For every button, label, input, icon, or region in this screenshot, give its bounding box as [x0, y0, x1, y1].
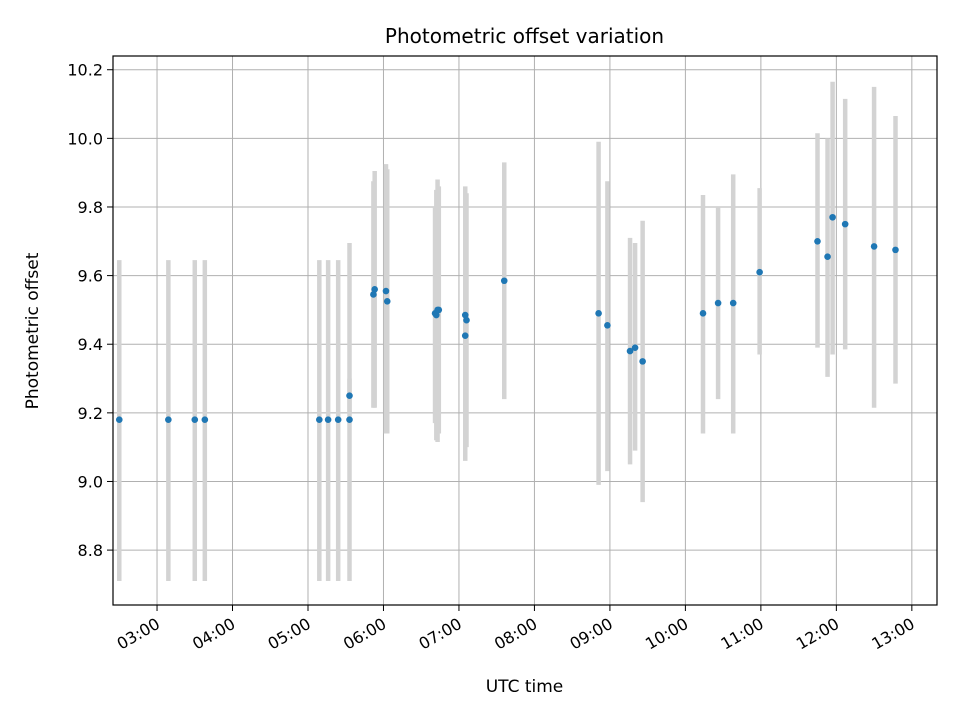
data-point [626, 347, 634, 355]
data-point [191, 416, 199, 424]
x-tick-label: 06:00 [340, 614, 389, 654]
data-point [756, 268, 763, 276]
y-axis-label: Photometric offset [23, 252, 43, 409]
y-tick-label: 10.0 [67, 129, 103, 148]
data-point [829, 213, 836, 221]
x-tick-label: 11:00 [717, 614, 766, 654]
y-axis-ticks: 8.8 9.0 9.2 9.4 9.6 9.8 10.0 10.2 [67, 61, 113, 560]
x-tick-label: 08:00 [491, 614, 540, 654]
y-tick-label: 9.0 [78, 472, 103, 491]
data-point [595, 310, 602, 317]
plot-frame [112, 55, 938, 606]
x-tick-label: 03:00 [114, 614, 163, 654]
data-point [824, 253, 831, 261]
x-tick-label: 12:00 [793, 614, 842, 654]
x-axis-ticks: 03:00 04:00 05:00 06:00 07:00 08:00 09:00 10:00… [114, 605, 918, 654]
y-tick-label: 9.6 [78, 267, 103, 286]
data-point [324, 416, 332, 424]
y-tick-label: 9.2 [78, 404, 103, 423]
data-point [201, 416, 209, 424]
y-tick-label: 10.2 [67, 61, 103, 80]
data-point [461, 332, 469, 339]
x-tick-label: 05:00 [265, 614, 314, 654]
x-tick-label: 13:00 [868, 614, 917, 654]
data-point [382, 287, 390, 295]
data-point [870, 243, 878, 250]
data-point [461, 311, 469, 319]
data-point [316, 416, 323, 424]
data-point [165, 416, 172, 424]
data-point [714, 299, 722, 307]
chart-grid [113, 56, 937, 605]
x-tick-label: 10:00 [642, 614, 691, 654]
data-point [729, 299, 737, 307]
data-point [631, 344, 639, 351]
y-tick-label: 9.8 [78, 198, 103, 217]
data-point [435, 306, 443, 314]
data-point [841, 220, 849, 228]
data-point [814, 237, 821, 245]
data-point [604, 322, 611, 329]
data-point [346, 392, 353, 399]
data-point [892, 246, 899, 254]
data-point [500, 277, 508, 285]
x-axis-label: UTC time [486, 677, 564, 697]
data-point [433, 311, 440, 319]
data-point [639, 358, 646, 365]
data-point [383, 298, 391, 305]
data-points [115, 213, 899, 424]
error-bars [117, 81, 898, 581]
data-point [463, 316, 470, 324]
y-tick-label: 8.8 [78, 541, 103, 560]
data-point [346, 416, 353, 424]
data-point [371, 286, 378, 293]
x-tick-label: 07:00 [416, 614, 465, 654]
x-tick-label: 04:00 [189, 614, 238, 654]
data-point [370, 291, 377, 298]
y-tick-label: 9.4 [78, 335, 103, 354]
data-point [334, 416, 342, 424]
data-point [115, 416, 123, 424]
chart-title: Photometric offset variation [385, 24, 664, 48]
data-point [699, 310, 707, 317]
x-tick-label: 09:00 [566, 614, 615, 654]
